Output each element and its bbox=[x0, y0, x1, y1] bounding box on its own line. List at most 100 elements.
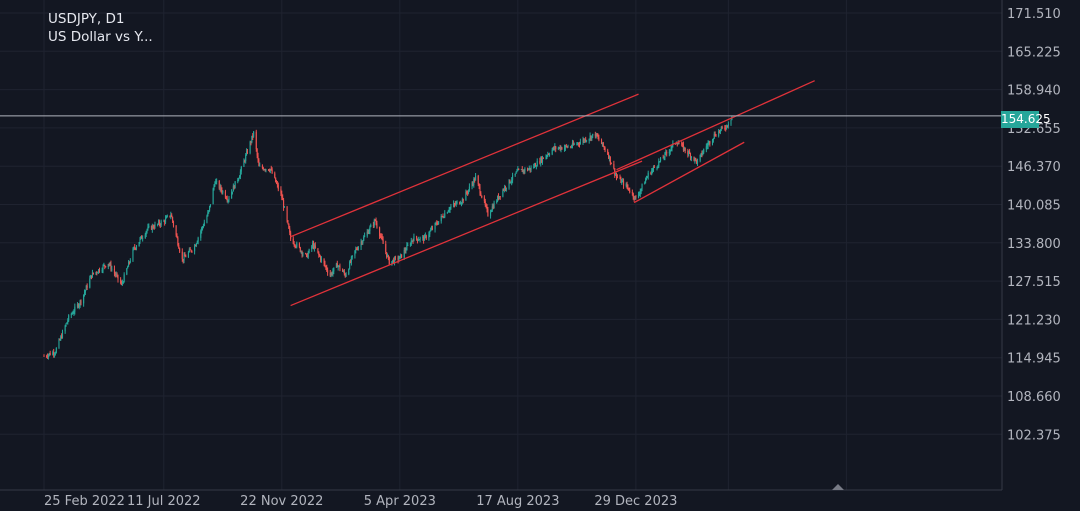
time-axis[interactable]: 25 Feb 2022 11 Jul 2022 22 Nov 2022 5 Apr 2… bbox=[44, 494, 677, 509]
candle bbox=[374, 219, 376, 222]
candle bbox=[79, 299, 81, 308]
candle bbox=[576, 142, 578, 146]
candle bbox=[170, 211, 172, 220]
candle bbox=[337, 265, 339, 271]
candle bbox=[428, 231, 430, 241]
candle bbox=[479, 184, 481, 196]
candle bbox=[187, 250, 189, 258]
trend-channel-lines[interactable] bbox=[290, 80, 815, 307]
candle bbox=[694, 157, 696, 164]
candle bbox=[317, 248, 319, 254]
price-tick-label: 133.800 bbox=[1007, 237, 1061, 252]
candle bbox=[339, 263, 341, 272]
candle bbox=[700, 152, 702, 158]
candle bbox=[586, 140, 588, 143]
candle bbox=[460, 202, 463, 207]
candle bbox=[350, 255, 352, 266]
candle bbox=[265, 168, 267, 173]
candle bbox=[539, 157, 541, 165]
candle bbox=[652, 167, 654, 174]
trend-line[interactable] bbox=[616, 80, 815, 171]
candle bbox=[490, 209, 492, 219]
scroll-to-latest-icon[interactable] bbox=[832, 484, 844, 490]
candle bbox=[423, 235, 425, 244]
candle bbox=[46, 353, 49, 359]
candle bbox=[664, 151, 666, 161]
candle bbox=[238, 177, 240, 182]
price-tick-label: 108.660 bbox=[1007, 390, 1061, 405]
candle bbox=[682, 142, 684, 148]
candle bbox=[60, 335, 62, 342]
trend-line[interactable] bbox=[633, 141, 745, 204]
candle bbox=[554, 143, 556, 152]
candle bbox=[181, 248, 183, 262]
candle bbox=[53, 348, 55, 358]
candle bbox=[121, 279, 123, 286]
candle bbox=[564, 144, 566, 151]
candle bbox=[393, 256, 396, 266]
candle bbox=[565, 143, 567, 148]
candle bbox=[222, 190, 224, 195]
candle bbox=[133, 246, 135, 251]
candle bbox=[134, 244, 136, 250]
candle bbox=[582, 136, 584, 145]
candle bbox=[405, 247, 407, 254]
candle bbox=[65, 323, 67, 327]
candle bbox=[295, 245, 297, 249]
candle bbox=[498, 196, 500, 200]
candle bbox=[620, 176, 622, 184]
candle bbox=[46, 354, 48, 359]
candle bbox=[318, 251, 320, 258]
candle bbox=[360, 238, 362, 250]
candle bbox=[536, 158, 538, 167]
candle bbox=[276, 181, 278, 188]
candle bbox=[246, 149, 249, 155]
candle bbox=[707, 140, 709, 150]
trend-line[interactable] bbox=[290, 93, 639, 238]
candle bbox=[652, 165, 655, 172]
date-tick-label: 25 Feb 2022 bbox=[44, 494, 125, 509]
candle bbox=[153, 224, 155, 231]
candle bbox=[670, 145, 672, 152]
candle bbox=[663, 156, 665, 161]
candle bbox=[453, 200, 455, 208]
candle bbox=[644, 181, 646, 185]
candle bbox=[331, 271, 333, 276]
symbol-legend[interactable]: USDJPY, D1 US Dollar vs Y... bbox=[48, 10, 153, 46]
candle bbox=[280, 186, 282, 196]
candle bbox=[83, 294, 85, 307]
candle bbox=[518, 168, 520, 171]
candle bbox=[206, 214, 208, 224]
candle bbox=[231, 191, 234, 195]
candle bbox=[653, 164, 655, 168]
candle bbox=[324, 260, 326, 268]
candle bbox=[401, 254, 403, 259]
price-tick-label: 171.510 bbox=[1007, 7, 1061, 22]
candle bbox=[547, 151, 549, 158]
candle bbox=[343, 269, 345, 276]
candle bbox=[474, 177, 476, 183]
candle bbox=[262, 166, 264, 171]
candle bbox=[603, 145, 605, 151]
candle bbox=[139, 236, 141, 244]
candle bbox=[98, 268, 100, 274]
candle bbox=[325, 265, 327, 270]
candle bbox=[465, 189, 467, 201]
candle bbox=[138, 241, 140, 247]
candle bbox=[647, 170, 649, 180]
candle bbox=[650, 171, 652, 175]
candle bbox=[196, 240, 198, 244]
candle bbox=[404, 247, 406, 254]
candle bbox=[708, 140, 710, 145]
candle bbox=[690, 155, 692, 162]
candle bbox=[277, 182, 279, 192]
candle bbox=[609, 156, 611, 166]
candle bbox=[535, 164, 537, 170]
candle bbox=[208, 210, 210, 214]
candle bbox=[326, 264, 328, 272]
trend-line[interactable] bbox=[290, 160, 643, 307]
candle bbox=[714, 131, 716, 137]
candle bbox=[141, 234, 143, 239]
candle bbox=[55, 347, 57, 354]
